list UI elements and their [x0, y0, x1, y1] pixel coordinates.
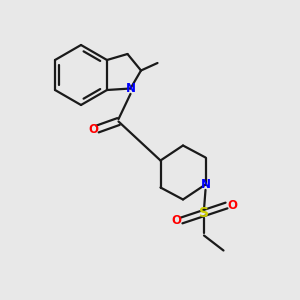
Text: N: N	[200, 178, 211, 191]
Text: S: S	[199, 206, 209, 220]
Text: O: O	[171, 214, 181, 227]
Text: O: O	[227, 199, 237, 212]
Text: N: N	[125, 82, 136, 95]
Text: O: O	[88, 122, 98, 136]
